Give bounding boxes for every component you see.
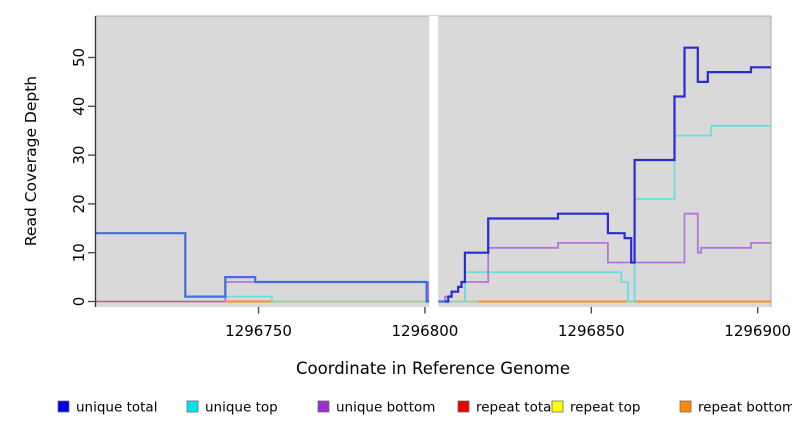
x-tick-label: 1296800 xyxy=(392,322,459,340)
series-line-unique-total xyxy=(444,46,771,303)
legend-swatch-repeat-total xyxy=(457,400,470,413)
y-tick-label: 50 xyxy=(70,48,88,67)
legend-item-unique-bottom: unique bottom xyxy=(317,400,435,416)
x-axis-title: Coordinate in Reference Genome xyxy=(296,359,570,378)
x-tick-label: 1296900 xyxy=(724,322,791,340)
legend-label: repeat bottom xyxy=(698,400,792,416)
masked-gap-band xyxy=(429,16,439,307)
y-tick-label: 10 xyxy=(70,243,88,262)
y-axis-title: Read Coverage Depth xyxy=(22,76,40,246)
legend-item-repeat-top: repeat top xyxy=(551,400,640,416)
legend-item-repeat-total: repeat total xyxy=(457,400,555,416)
legend-swatch-unique-bottom xyxy=(317,400,330,413)
y-tick-label: 20 xyxy=(70,194,88,213)
series-layer xyxy=(95,46,771,303)
legend: unique total unique top unique bottom repea… xyxy=(57,400,792,416)
legend-label: unique top xyxy=(205,400,278,416)
series-line-unique-total xyxy=(95,232,445,303)
legend-label: unique bottom xyxy=(336,400,435,416)
gap-band-layer xyxy=(429,16,439,307)
legend-item-unique-top: unique top xyxy=(186,400,278,416)
y-tick-label: 40 xyxy=(70,97,88,116)
y-tick-label: 0 xyxy=(70,297,88,307)
legend-swatch-repeat-bottom xyxy=(679,400,692,413)
x-tick-label: 1296850 xyxy=(558,322,625,340)
axes-layer: 0 10 20 30 40 50 1296750 1296800 1296850 1296900 xyxy=(70,16,791,340)
x-tick-label: 1296750 xyxy=(225,322,292,340)
legend-item-unique-total: unique total xyxy=(57,400,157,416)
legend-swatch-unique-total xyxy=(57,400,70,413)
legend-item-repeat-bottom: repeat bottom xyxy=(679,400,792,416)
legend-label: unique total xyxy=(76,400,157,416)
legend-label: repeat total xyxy=(476,400,555,416)
legend-label: repeat top xyxy=(570,400,640,416)
legend-swatch-repeat-top xyxy=(551,400,564,413)
legend-swatch-unique-top xyxy=(186,400,199,413)
y-tick-label: 30 xyxy=(70,146,88,165)
series-line-unique-top xyxy=(464,124,771,303)
